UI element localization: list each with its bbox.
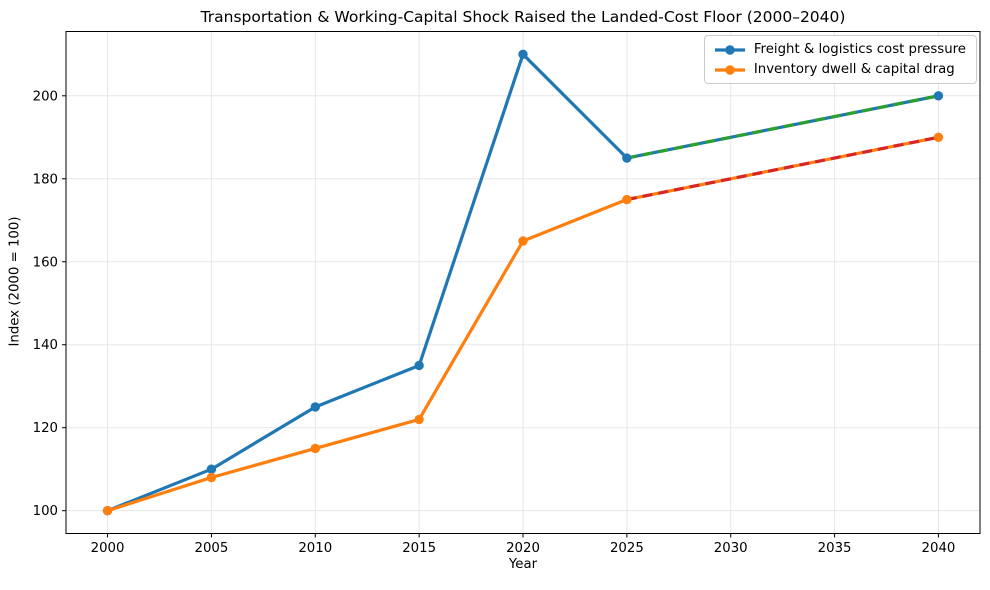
x-axis-label: Year (508, 557, 538, 572)
svg-text:160: 160 (33, 255, 58, 270)
svg-text:2010: 2010 (298, 541, 332, 556)
legend: Freight & logistics cost pressure Invent… (703, 35, 977, 84)
svg-text:180: 180 (33, 172, 58, 187)
svg-text:120: 120 (33, 421, 58, 436)
svg-text:100: 100 (33, 504, 58, 519)
legend-item-inventory: Inventory dwell & capital drag (714, 62, 966, 77)
svg-text:2030: 2030 (714, 541, 748, 556)
svg-text:2025: 2025 (610, 541, 644, 556)
legend-label-inventory: Inventory dwell & capital drag (753, 62, 955, 77)
svg-text:2035: 2035 (818, 541, 852, 556)
svg-text:200: 200 (33, 89, 58, 104)
svg-text:140: 140 (33, 338, 58, 353)
legend-line-marker-icon (714, 64, 745, 75)
chart-title: Transportation & Working-Capital Shock R… (200, 8, 846, 26)
svg-text:2015: 2015 (402, 541, 436, 556)
legend-label-freight: Freight & logistics cost pressure (753, 42, 966, 57)
legend-item-freight: Freight & logistics cost pressure (714, 42, 966, 57)
svg-text:2020: 2020 (506, 541, 540, 556)
legend-line-marker-icon (714, 44, 745, 55)
svg-text:2005: 2005 (194, 541, 228, 556)
svg-text:2000: 2000 (91, 541, 125, 556)
svg-text:2040: 2040 (922, 541, 956, 556)
